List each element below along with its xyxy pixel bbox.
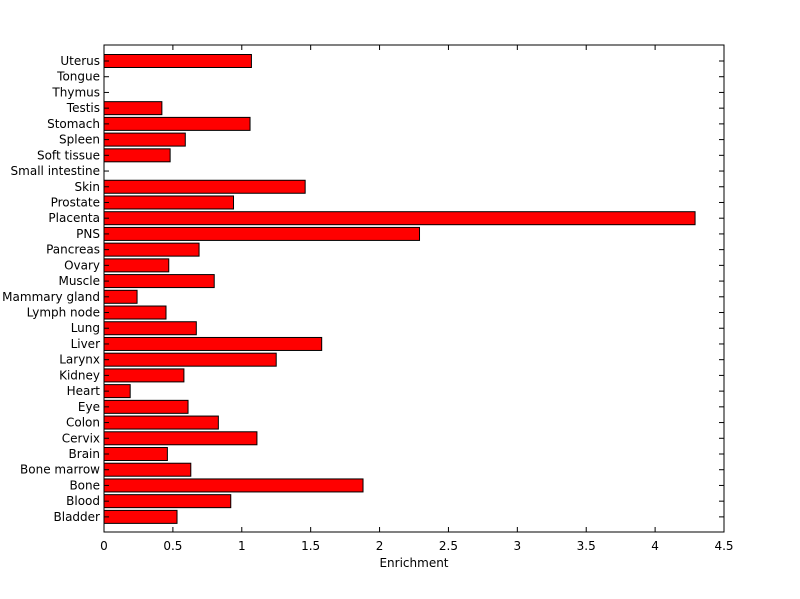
plot-area-frame xyxy=(103,44,725,533)
y-tick-label: Bone xyxy=(69,478,100,492)
bar-soft-tissue xyxy=(103,148,171,163)
y-tick-label: Thymus xyxy=(51,85,100,99)
y-tick-label: Small intestine xyxy=(11,164,100,178)
y-tick-label: Liver xyxy=(71,337,101,351)
y-tick-label: Blood xyxy=(66,494,100,508)
y-tick-label: Brain xyxy=(69,447,100,461)
y-tick-label: Placenta xyxy=(48,211,100,225)
bar-muscle xyxy=(103,274,215,289)
y-tick-label: Eye xyxy=(78,400,100,414)
x-tick-label: 0.5 xyxy=(163,539,182,553)
bar-pancreas xyxy=(103,242,200,257)
y-tick-label: Muscle xyxy=(58,274,100,288)
y-tick-label: Lung xyxy=(71,321,100,335)
y-tick-label: Bone marrow xyxy=(20,463,100,477)
bar-bone-marrow xyxy=(103,462,192,477)
bar-liver xyxy=(103,336,323,351)
bar-bone xyxy=(103,478,364,493)
y-tick-label: Mammary gland xyxy=(2,290,100,304)
y-tick-label: Bladder xyxy=(54,510,101,524)
y-tick-label: Larynx xyxy=(59,353,100,367)
bar-stomach xyxy=(103,116,251,131)
y-tick-label: Uterus xyxy=(60,54,100,68)
bar-placenta xyxy=(103,211,696,226)
bar-blood xyxy=(103,494,232,509)
bar-ovary xyxy=(103,258,170,273)
y-tick-label: Cervix xyxy=(62,431,100,445)
x-tick-label: 0 xyxy=(100,539,108,553)
bar-lung xyxy=(103,321,197,336)
x-tick-label: 1 xyxy=(238,539,246,553)
bar-prostate xyxy=(103,195,235,210)
bar-bladder xyxy=(103,509,178,524)
y-tick-label: Prostate xyxy=(51,195,100,209)
x-tick-label: 3 xyxy=(514,539,522,553)
bar-lymph-node xyxy=(103,305,167,320)
bar-testis xyxy=(103,101,163,116)
bar-uterus xyxy=(103,54,252,68)
y-tick-label: Testis xyxy=(66,101,100,115)
bar-colon xyxy=(103,415,219,430)
bar-spleen xyxy=(103,132,186,147)
bar-eye xyxy=(103,399,189,414)
x-tick-label: 2 xyxy=(376,539,384,553)
bar-pns xyxy=(103,226,421,241)
y-tick-label: Kidney xyxy=(59,368,100,382)
y-tick-label: Tongue xyxy=(56,70,100,84)
x-tick-label: 4.5 xyxy=(714,539,733,553)
x-tick-label: 3.5 xyxy=(577,539,596,553)
y-tick-label: Ovary xyxy=(64,258,100,272)
y-tick-label: Lymph node xyxy=(27,306,100,320)
y-tick-label: Pancreas xyxy=(46,243,100,257)
y-tick-label: Stomach xyxy=(47,117,100,131)
x-tick-label: 1.5 xyxy=(301,539,320,553)
bar-kidney xyxy=(103,368,185,383)
x-tick-label: 2.5 xyxy=(439,539,458,553)
bar-larynx xyxy=(103,352,277,367)
x-axis-label: Enrichment xyxy=(379,556,448,570)
y-tick-label: PNS xyxy=(76,227,100,241)
bar-cervix xyxy=(103,431,258,446)
bar-skin xyxy=(103,179,306,194)
y-tick-label: Skin xyxy=(74,180,100,194)
y-tick-label: Heart xyxy=(67,384,101,398)
y-tick-label: Spleen xyxy=(59,133,100,147)
y-tick-label: Soft tissue xyxy=(37,148,100,162)
bar-brain xyxy=(103,447,168,461)
x-tick-label: 4 xyxy=(651,539,659,553)
y-tick-label: Colon xyxy=(66,416,100,430)
